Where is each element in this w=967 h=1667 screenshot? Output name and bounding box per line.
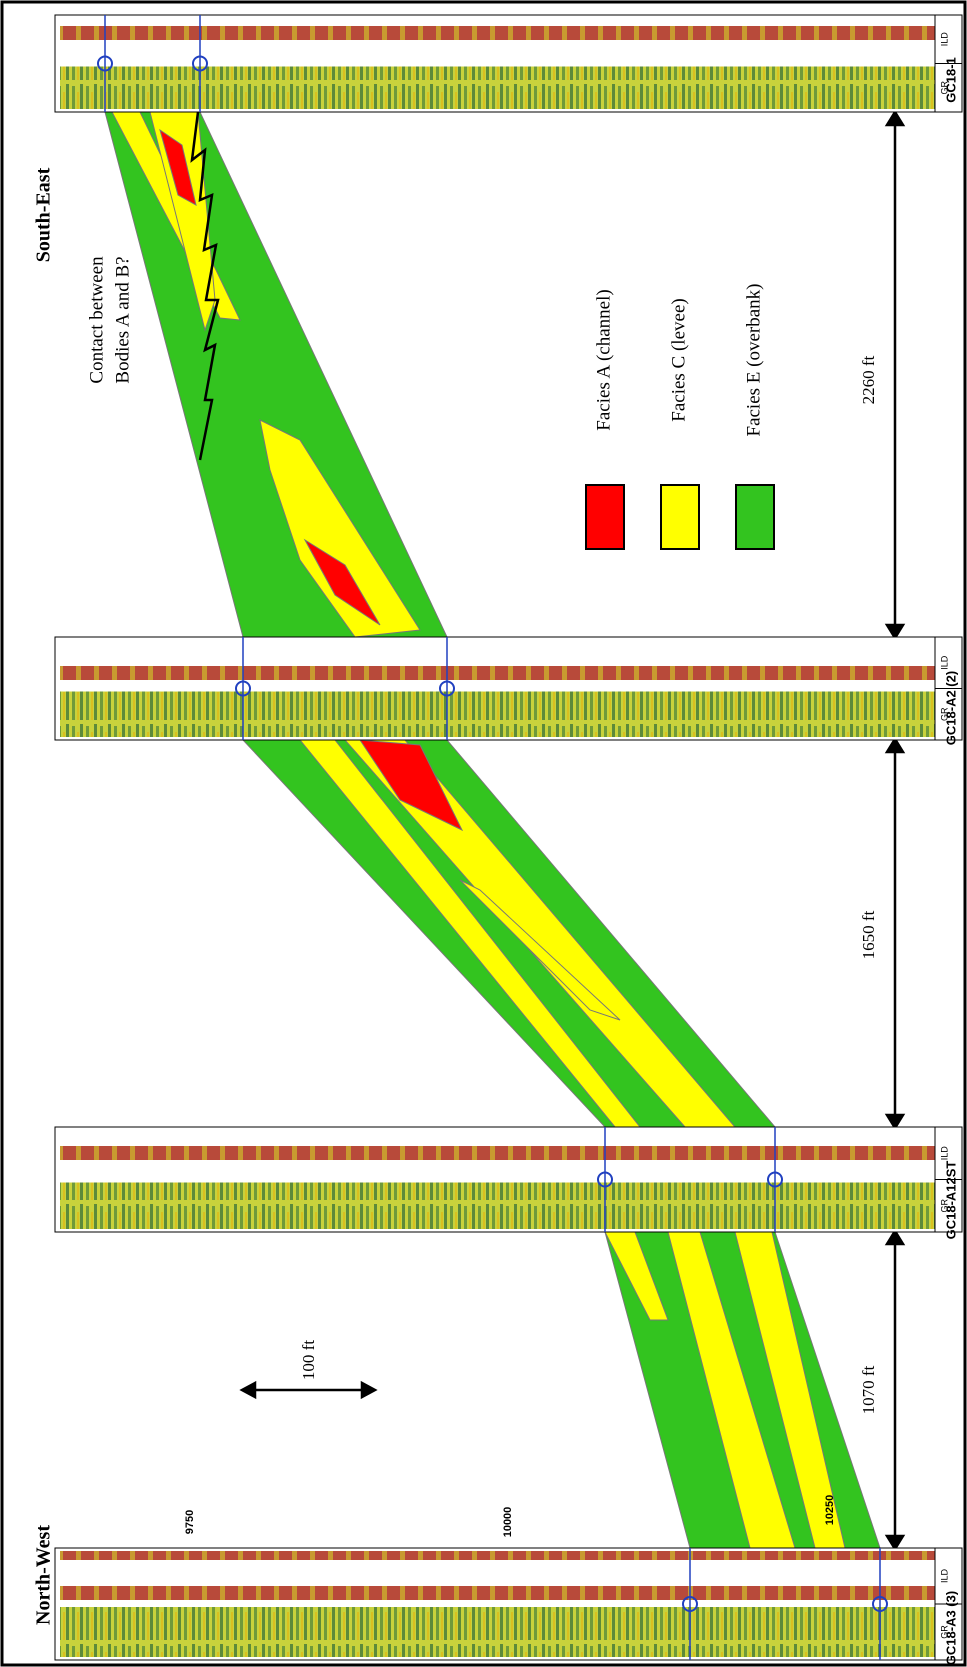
well-name: GC18-1 bbox=[943, 57, 958, 103]
track-label: ILD bbox=[939, 1569, 949, 1584]
annotation: Bodies A and B? bbox=[112, 256, 133, 383]
ild-track bbox=[60, 640, 935, 686]
gr-track bbox=[60, 67, 935, 110]
ild-track bbox=[60, 1130, 935, 1177]
region-label: South-East bbox=[33, 167, 55, 262]
legend-label: Facies E (overbank) bbox=[743, 284, 764, 437]
distance-label: 1650 ft bbox=[859, 910, 878, 959]
well bbox=[55, 1548, 962, 1660]
distance-label: 1070 ft bbox=[859, 1365, 878, 1414]
correlation-3 bbox=[605, 1232, 880, 1548]
gr-track bbox=[60, 1183, 935, 1230]
depth-label: 9750 bbox=[184, 1510, 196, 1534]
well bbox=[55, 15, 962, 112]
distance-label: 2260 ft bbox=[859, 355, 878, 404]
annotation: Contact between bbox=[86, 256, 107, 384]
gr-track bbox=[60, 692, 935, 738]
depth-label: 10000 bbox=[502, 1507, 514, 1538]
legend-swatch bbox=[736, 485, 774, 549]
region-label: North-West bbox=[33, 1525, 55, 1625]
legend-swatch bbox=[661, 485, 699, 549]
well bbox=[55, 1127, 962, 1232]
legend-label: Facies A (channel) bbox=[593, 289, 614, 430]
track-label: ILD bbox=[939, 1146, 949, 1161]
track-label: GR bbox=[939, 80, 949, 94]
well bbox=[55, 637, 962, 740]
legend-label: Facies C (levee) bbox=[668, 298, 689, 421]
track-label: ILD bbox=[939, 32, 949, 47]
scale-label: 100 ft bbox=[299, 1340, 318, 1380]
correlation-2 bbox=[243, 740, 775, 1127]
track-label: ILD bbox=[939, 655, 949, 670]
track-label: GR bbox=[939, 707, 949, 721]
gr-track bbox=[60, 1607, 935, 1657]
correlation-1 bbox=[105, 112, 447, 637]
cross-section: GC18-1ILDGRGC18-A2 (2)ILDGRGC18-A12STILD… bbox=[0, 0, 967, 1667]
ild-track bbox=[60, 1551, 935, 1601]
track-label: GR bbox=[939, 1198, 949, 1212]
depth-label: 10250 bbox=[824, 1495, 836, 1526]
track-label: GR bbox=[939, 1625, 949, 1639]
legend-swatch bbox=[586, 485, 624, 549]
ild-track bbox=[60, 18, 935, 61]
